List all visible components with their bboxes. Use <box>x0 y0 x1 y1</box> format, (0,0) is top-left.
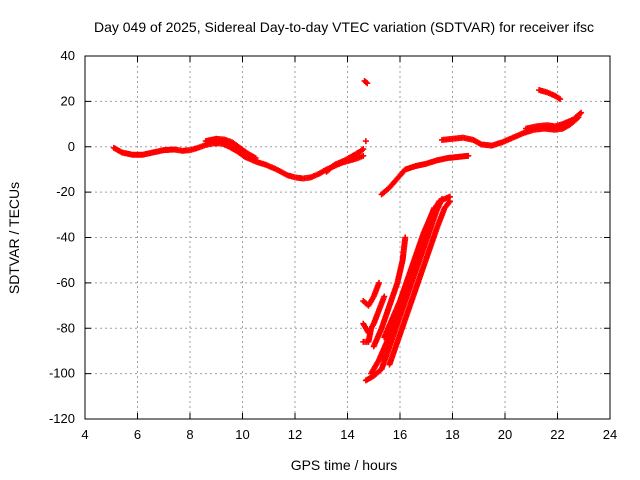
series-depletion-cluster-left <box>360 279 388 345</box>
series-depletion-line-5 <box>386 198 453 368</box>
y-tick-label: -60 <box>56 275 75 290</box>
y-tick-label: 40 <box>61 48 75 63</box>
y-tick-label: -20 <box>56 184 75 199</box>
data-point <box>362 138 369 145</box>
data-point <box>364 80 371 87</box>
series-depletion-line-4 <box>381 193 453 341</box>
axis-ticks: 4 6 8 10 12 14 16 18 20 22 24 -120 -100 -80 -60 -40 -20 0… <box>49 48 617 442</box>
y-tick-label: 0 <box>68 139 75 154</box>
x-tick-label: 14 <box>340 427 354 442</box>
series-upper-right-curve-b <box>523 109 585 132</box>
x-tick-label: 8 <box>186 427 193 442</box>
series-main-curve-a <box>110 140 367 182</box>
y-tick-label: -80 <box>56 320 75 335</box>
y-tick-label: -120 <box>49 411 75 426</box>
x-tick-label: 10 <box>235 427 249 442</box>
series-main-curve-b <box>202 135 367 175</box>
series-isolated-points <box>361 77 371 145</box>
grid <box>85 56 610 419</box>
x-tick-label: 22 <box>550 427 564 442</box>
plot-frame <box>84 55 611 420</box>
series-recovery-curve <box>378 152 472 198</box>
x-tick-label: 20 <box>498 427 512 442</box>
data-point <box>557 96 564 103</box>
data-point <box>402 234 409 241</box>
data-points <box>110 77 585 384</box>
data-point <box>360 152 367 159</box>
x-tick-label: 18 <box>445 427 459 442</box>
x-axis-title: GPS time / hours <box>291 457 398 473</box>
x-tick-label: 16 <box>393 427 407 442</box>
x-tick-label: 24 <box>603 427 617 442</box>
data-point <box>360 146 367 153</box>
data-point <box>446 198 453 205</box>
data-point <box>376 279 382 286</box>
y-tick-label: -40 <box>56 230 75 245</box>
y-tick-label: 20 <box>61 93 75 108</box>
data-point <box>465 152 472 159</box>
series-upper-right-curve <box>439 114 582 149</box>
data-point <box>252 155 259 162</box>
data-point <box>578 109 585 116</box>
data-point <box>368 325 375 332</box>
x-tick-label: 12 <box>288 427 302 442</box>
chart-title: Day 049 of 2025, Sidereal Day-to-day VTE… <box>94 19 594 35</box>
data-point <box>381 293 388 300</box>
x-tick-label: 4 <box>81 427 88 442</box>
y-axis-title: SDTVAR / TECUs <box>6 182 22 294</box>
x-tick-label: 6 <box>134 427 141 442</box>
series-upper-right-short <box>536 87 564 103</box>
series-depletion-line-3 <box>370 234 409 350</box>
y-tick-label: -100 <box>49 366 75 381</box>
